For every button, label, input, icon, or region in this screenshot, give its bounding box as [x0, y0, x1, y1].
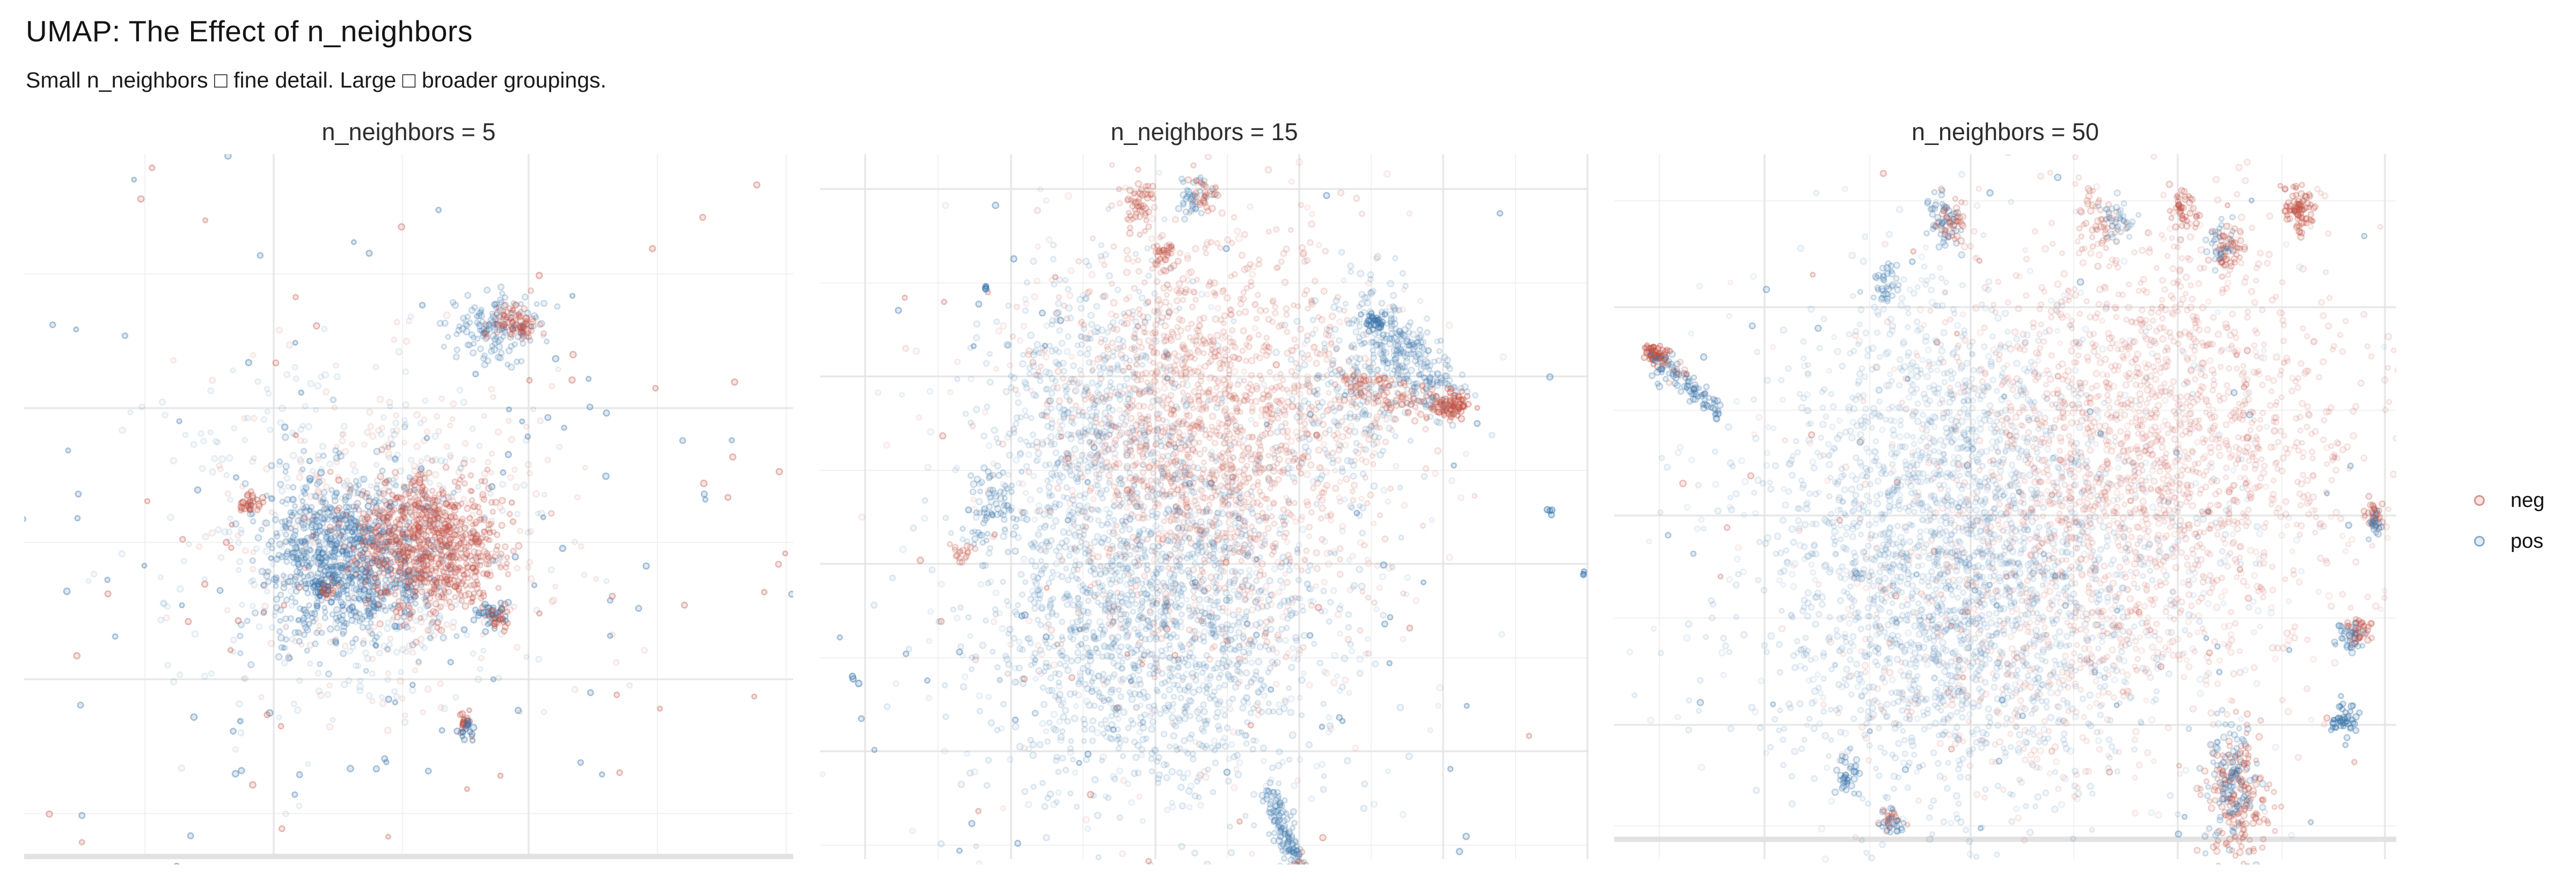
panel-title-3: n_neighbors = 50	[1911, 118, 2099, 146]
panel-title-2: n_neighbors = 15	[1110, 118, 1298, 146]
legend-label-neg: neg	[2511, 489, 2545, 512]
figure-title: UMAP: The Effect of n_neighbors	[26, 14, 473, 48]
legend-item-neg[interactable]: neg	[2467, 488, 2544, 513]
panel-title-1: n_neighbors = 5	[321, 118, 496, 146]
legend-marker-neg-icon	[2474, 495, 2485, 506]
legend-label-pos: pos	[2511, 529, 2544, 553]
umap-plot-2[interactable]	[820, 154, 1589, 865]
legend-item-pos[interactable]: pos	[2467, 528, 2544, 554]
legend: neg pos	[2467, 488, 2544, 569]
umap-plot-3[interactable]	[1614, 154, 2396, 865]
legend-marker-pos-icon	[2474, 536, 2485, 547]
umap-plot-1[interactable]	[24, 154, 793, 865]
figure-subtitle: Small n_neighbors □ fine detail. Large □…	[26, 68, 607, 92]
